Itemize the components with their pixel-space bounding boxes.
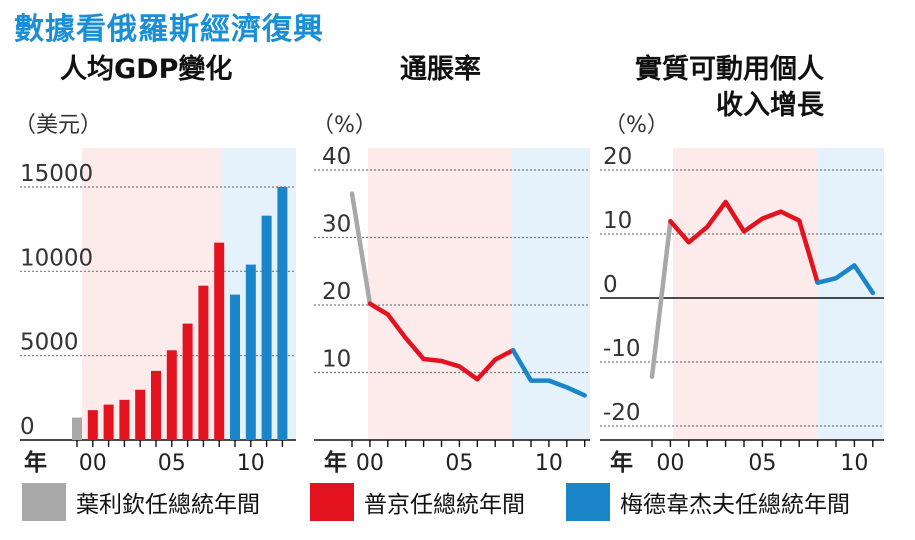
year-label-inflation: 年 xyxy=(324,449,347,476)
bar-2012 xyxy=(277,187,288,440)
series-line-income-putin xyxy=(668,199,820,285)
legend-label-putin: 普京任總統年間 xyxy=(364,492,525,518)
year-label-gdp: 年 xyxy=(24,449,47,476)
bar-2011 xyxy=(261,215,272,440)
bar-2009 xyxy=(230,294,240,440)
legend-swatch-yeltsin xyxy=(22,483,66,521)
x-tick-label-gdp-2: 10 xyxy=(237,451,265,476)
panel-title-gdp: 人均GDP變化 xyxy=(60,54,233,85)
panel-title-income-line1: 實質可動用個人 xyxy=(635,54,824,85)
y-tick-label-inflation-2: 30 xyxy=(322,212,351,238)
bar-2001 xyxy=(103,404,114,440)
band-medvedev-inflation xyxy=(512,148,590,440)
main-title: 數據看俄羅斯經濟復興 xyxy=(14,12,324,47)
x-tick-label-income-0: 00 xyxy=(656,451,684,476)
bar-2005 xyxy=(166,350,177,440)
x-tick-label-inflation-0: 00 xyxy=(356,451,384,476)
legend-swatch-medvedev xyxy=(566,483,610,521)
bar-2008 xyxy=(214,242,225,440)
y-tick-label-income-1: -10 xyxy=(603,336,641,362)
unit-label-inflation: （%） xyxy=(312,113,377,138)
series-line-income-medvedev xyxy=(815,263,876,296)
x-tick-label-income-2: 10 xyxy=(840,451,868,476)
legend-item-putin: 普京任總統年間 xyxy=(310,480,525,524)
y-tick-label-income-4: 20 xyxy=(603,144,632,170)
bar-2010 xyxy=(245,264,256,440)
year-label-income: 年 xyxy=(610,449,633,476)
x-tick-label-gdp-1: 05 xyxy=(158,451,186,476)
y-tick-label-income-2: 0 xyxy=(603,272,618,298)
bar-1999 xyxy=(72,417,82,440)
unit-label-gdp: （美元） xyxy=(14,113,102,138)
band-putin-inflation xyxy=(368,148,512,440)
legend-item-medvedev: 梅德韋杰夫任總統年間 xyxy=(566,480,850,524)
series-line-inflation-yeltsin xyxy=(349,191,373,306)
series-line-income-yeltsin xyxy=(649,218,673,379)
unit-label-income: （%） xyxy=(604,113,669,138)
y-tick-label-gdp-1: 5000 xyxy=(20,330,79,356)
y-tick-label-gdp-3: 15000 xyxy=(20,161,93,187)
y-tick-label-inflation-3: 40 xyxy=(322,144,351,170)
bar-2004 xyxy=(151,370,161,440)
band-putin-income xyxy=(673,148,818,440)
y-tick-label-inflation-1: 20 xyxy=(322,279,351,305)
y-tick-label-inflation-0: 10 xyxy=(322,347,351,373)
y-tick-label-income-0: -20 xyxy=(603,400,641,426)
legend-label-yeltsin: 葉利欽任總統年間 xyxy=(76,492,260,518)
bar-2002 xyxy=(119,399,130,440)
legend: 葉利欽任總統年間 普京任總統年間 梅德韋杰夫任總統年間 xyxy=(0,480,915,524)
x-tick-label-inflation-1: 05 xyxy=(445,451,473,476)
legend-label-medvedev: 梅德韋杰夫任總統年間 xyxy=(620,492,850,518)
series-line-inflation-medvedev xyxy=(510,347,587,398)
x-tick-label-income-1: 05 xyxy=(748,451,776,476)
bar-2006 xyxy=(182,323,193,440)
legend-item-yeltsin: 葉利欽任總統年間 xyxy=(22,480,260,524)
x-tick-label-inflation-2: 10 xyxy=(535,451,563,476)
panel-title-income-line2: 收入增長 xyxy=(716,90,824,121)
x-tick-label-gdp-0: 00 xyxy=(79,451,107,476)
bar-2007 xyxy=(198,285,209,440)
y-tick-label-income-3: 10 xyxy=(603,208,632,234)
panel-title-inflation: 通脹率 xyxy=(400,54,481,85)
bar-2000 xyxy=(87,410,98,440)
y-tick-label-gdp-2: 10000 xyxy=(20,245,93,271)
series-line-inflation-putin xyxy=(367,301,516,382)
legend-swatch-putin xyxy=(310,483,354,521)
bar-2003 xyxy=(135,389,146,440)
y-tick-label-gdp-0: 0 xyxy=(20,414,35,440)
